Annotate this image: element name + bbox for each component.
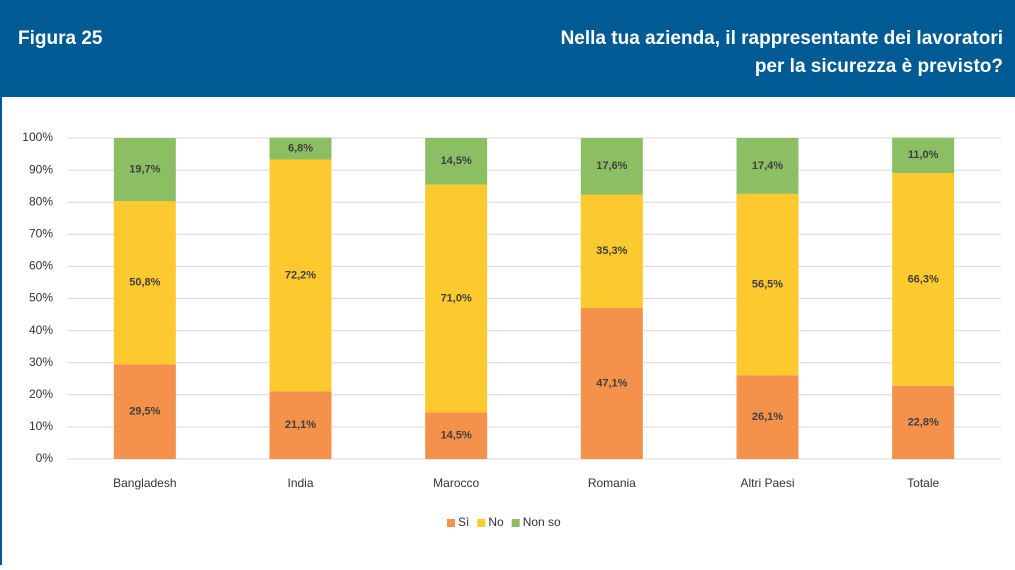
x-tick-label: Romania — [588, 476, 636, 490]
x-tick-label: Marocco — [433, 476, 479, 490]
data-label: 14,5% — [441, 430, 472, 442]
bar-segment — [736, 138, 799, 194]
bar-segment — [425, 184, 488, 413]
data-label: 17,6% — [596, 160, 627, 172]
x-tick-label: Bangladesh — [113, 476, 176, 490]
x-tick-label: India — [287, 476, 313, 490]
data-label: 17,4% — [752, 160, 783, 172]
legend-swatch — [511, 519, 520, 527]
header-band — [0, 0, 1015, 97]
bar-segment — [580, 194, 643, 308]
data-label: 21,1% — [285, 419, 316, 431]
left-border — [0, 97, 2, 565]
y-tick-label: 100% — [22, 130, 53, 144]
bar-segment — [892, 137, 955, 173]
data-label: 35,3% — [596, 245, 627, 257]
bar-segment — [736, 375, 799, 459]
bar-segment — [269, 159, 332, 392]
y-tick-label: 10% — [29, 419, 53, 433]
header-title: per la sicurezza è previsto? — [755, 56, 1003, 77]
legend-label: Sì — [458, 515, 469, 529]
data-label: 50,8% — [129, 277, 160, 289]
data-label: 72,2% — [285, 269, 316, 281]
legend-label: Non so — [523, 515, 561, 529]
bar-segment — [113, 364, 176, 459]
bar-segment — [892, 385, 955, 459]
y-tick-label: 70% — [29, 226, 53, 240]
data-label: 14,5% — [441, 155, 472, 167]
data-label: 47,1% — [596, 377, 627, 389]
data-label: 29,5% — [129, 406, 160, 418]
data-label: 56,5% — [752, 278, 783, 290]
bar-segment — [269, 137, 332, 160]
legend-swatch — [447, 519, 455, 527]
data-label: 19,7% — [129, 164, 160, 176]
figure-label: Figura 25 — [18, 28, 103, 49]
y-tick-label: 30% — [29, 355, 53, 369]
data-label: 66,3% — [908, 273, 939, 285]
data-label: 11,0% — [908, 149, 939, 161]
bar-segment — [425, 138, 488, 185]
data-label: 71,0% — [441, 292, 472, 304]
y-tick-label: 90% — [29, 162, 53, 176]
legend-label: No — [488, 515, 504, 529]
y-tick-label: 60% — [29, 259, 53, 273]
bar-segment — [580, 307, 643, 459]
data-label: 26,1% — [752, 411, 783, 423]
header-title: Nella tua azienda, il rappresentante dei… — [561, 28, 1003, 49]
bar-segment — [580, 138, 643, 195]
bar-segment — [892, 172, 955, 386]
y-tick-label: 0% — [36, 451, 54, 465]
legend-swatch — [477, 519, 486, 527]
data-label: 22,8% — [908, 416, 939, 428]
y-tick-label: 50% — [29, 291, 53, 305]
bar-segment — [269, 391, 332, 459]
x-tick-label: Totale — [907, 476, 939, 490]
bar-segment — [113, 201, 176, 365]
x-tick-label: Altri Paesi — [740, 476, 794, 490]
bar-segment — [113, 138, 176, 202]
y-tick-label: 40% — [29, 323, 53, 337]
bar-segment — [736, 193, 799, 376]
bar-segment — [425, 412, 488, 459]
data-label: 6,8% — [288, 142, 313, 154]
y-tick-label: 20% — [29, 387, 53, 401]
y-tick-label: 80% — [29, 194, 53, 208]
